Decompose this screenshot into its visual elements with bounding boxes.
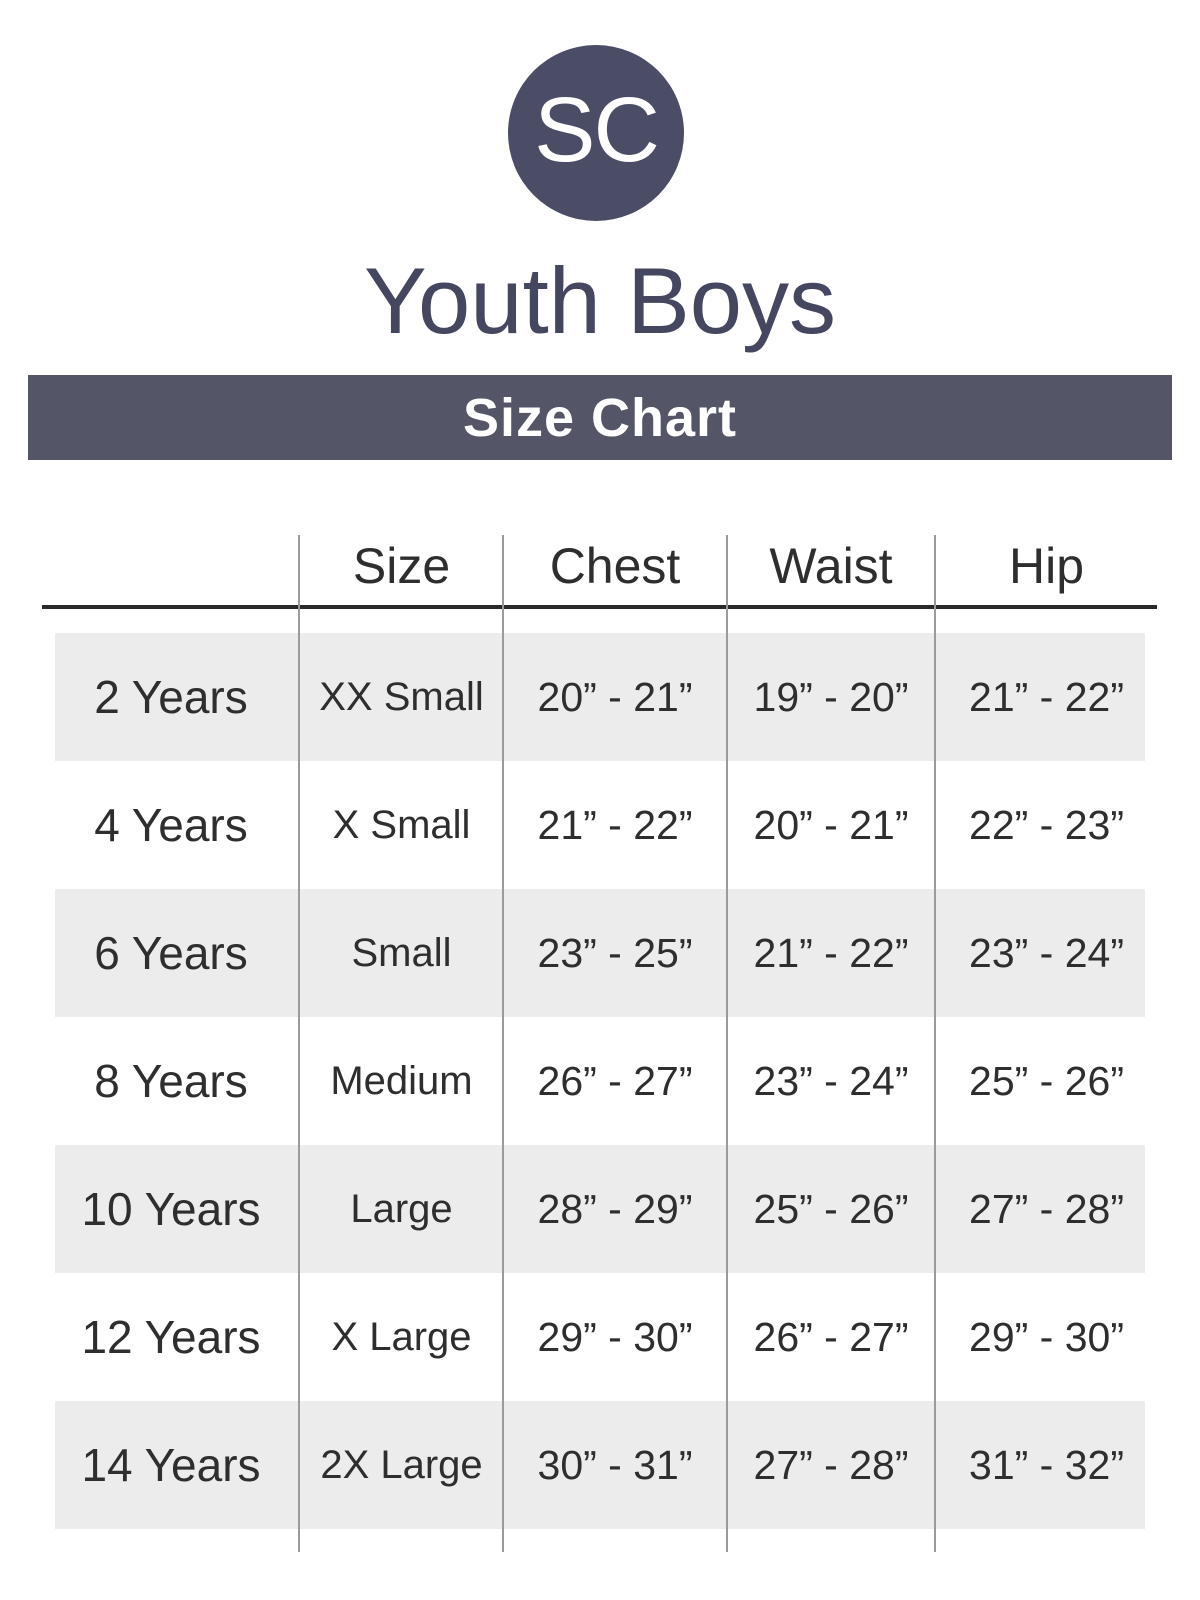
waist-cell: 21” - 22”: [753, 929, 909, 976]
size-cell: Medium: [330, 1058, 473, 1103]
header-cell-size: Size: [352, 538, 451, 594]
hip-cell: 21” - 22”: [969, 673, 1124, 720]
hip-cell: 23” - 24”: [969, 929, 1124, 976]
waist-cell: 20” - 21”: [753, 801, 909, 848]
header-cell-waist: Waist: [769, 538, 893, 594]
table-row: 10 Years Large 28” - 29” 25” - 26” 27” -…: [42, 1145, 1157, 1273]
waist-cell: 26” - 27”: [753, 1313, 909, 1360]
column-divider: [934, 535, 936, 1552]
brand-logo-text: SC: [534, 79, 660, 181]
table-row: 8 Years Medium 26” - 27” 23” - 24” 25” -…: [42, 1017, 1157, 1145]
column-divider: [726, 535, 728, 1552]
size-chart-banner-label: Size Chart: [462, 387, 738, 448]
size-cell: Small: [351, 930, 452, 975]
age-cell: 12 Years: [81, 1311, 261, 1363]
header-cell-hip: Hip: [1008, 538, 1085, 594]
header-rule: [42, 605, 1157, 609]
waist-cell: 19” - 20”: [753, 673, 909, 720]
waist-cell: 25” - 26”: [753, 1185, 909, 1232]
size-cell: X Large: [331, 1314, 472, 1359]
chest-cell: 30” - 31”: [537, 1441, 693, 1488]
size-cell: 2X Large: [320, 1442, 483, 1487]
page-title: Youth Boys: [363, 248, 837, 353]
size-chart-banner: Size Chart: [28, 375, 1172, 460]
column-divider: [502, 535, 504, 1552]
waist-cell: 23” - 24”: [753, 1057, 909, 1104]
chest-cell: 29” - 30”: [537, 1313, 693, 1360]
size-cell: X Small: [332, 802, 471, 847]
table-body: 2 Years XX Small 20” - 21” 19” - 20” 21”…: [42, 633, 1157, 1529]
age-cell: 4 Years: [94, 799, 248, 851]
table-row: 2 Years XX Small 20” - 21” 19” - 20” 21”…: [42, 633, 1157, 761]
chest-cell: 28” - 29”: [537, 1185, 693, 1232]
column-divider: [298, 535, 300, 1552]
size-cell: XX Small: [319, 674, 484, 719]
table-row: 4 Years X Small 21” - 22” 20” - 21” 22” …: [42, 761, 1157, 889]
hip-cell: 31” - 32”: [969, 1441, 1124, 1488]
hip-cell: 22” - 23”: [969, 801, 1124, 848]
chest-cell: 23” - 25”: [537, 929, 693, 976]
hip-cell: 29” - 30”: [969, 1313, 1124, 1360]
size-table: Size Chest Waist Hip 2 Years XX Small 20…: [42, 520, 1157, 1552]
hip-cell: 25” - 26”: [969, 1057, 1124, 1104]
table-header-row: Size Chest Waist Hip: [42, 520, 1157, 605]
chest-cell: 26” - 27”: [537, 1057, 693, 1104]
age-cell: 6 Years: [94, 927, 248, 979]
age-cell: 8 Years: [94, 1055, 248, 1107]
table-row: 6 Years Small 23” - 25” 21” - 22” 23” - …: [42, 889, 1157, 1017]
chest-cell: 20” - 21”: [537, 673, 693, 720]
hip-cell: 27” - 28”: [969, 1185, 1124, 1232]
size-cell: Large: [350, 1186, 453, 1231]
age-cell: 2 Years: [94, 671, 248, 723]
age-cell: 14 Years: [81, 1439, 261, 1491]
table-row: 12 Years X Large 29” - 30” 26” - 27” 29”…: [42, 1273, 1157, 1401]
table-row: 14 Years 2X Large 30” - 31” 27” - 28” 31…: [42, 1401, 1157, 1529]
waist-cell: 27” - 28”: [753, 1441, 909, 1488]
brand-logo: SC: [508, 45, 684, 221]
header-cell-chest: Chest: [549, 538, 681, 594]
age-cell: 10 Years: [81, 1183, 261, 1235]
chest-cell: 21” - 22”: [537, 801, 693, 848]
